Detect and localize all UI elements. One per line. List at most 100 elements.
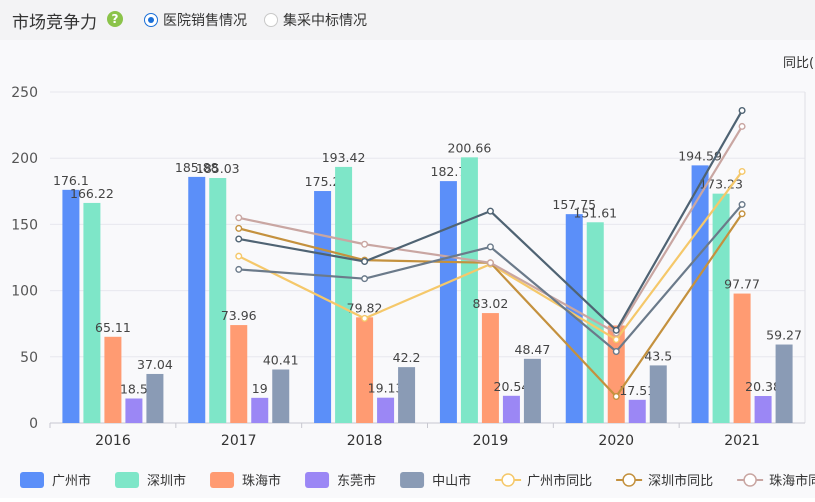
bar bbox=[62, 189, 80, 423]
data-label: 17.51 bbox=[619, 383, 655, 398]
x-tick-label: 2016 bbox=[95, 433, 131, 449]
line-point bbox=[361, 275, 369, 283]
data-label: 43.5 bbox=[644, 348, 672, 363]
bar bbox=[188, 176, 206, 423]
bar bbox=[628, 399, 646, 423]
bar bbox=[356, 317, 374, 423]
x-tick-label: 2020 bbox=[598, 433, 634, 449]
data-label: 19.13 bbox=[368, 381, 404, 396]
bar bbox=[775, 344, 793, 423]
bar bbox=[398, 367, 416, 423]
data-label: 182.7 bbox=[431, 164, 467, 179]
data-label: 193.42 bbox=[322, 150, 366, 165]
right-axis-label: 同比( bbox=[783, 56, 814, 71]
y-tick-label: 50 bbox=[20, 350, 38, 366]
legend-label: 深圳市 bbox=[147, 473, 186, 489]
data-label: 20.38 bbox=[745, 379, 781, 394]
bar bbox=[335, 166, 353, 423]
x-tick-label: 2017 bbox=[221, 433, 257, 449]
line-point bbox=[235, 265, 243, 273]
y-tick-label: 0 bbox=[29, 416, 38, 432]
question-icon[interactable]: ? bbox=[107, 11, 123, 27]
legend-marker bbox=[743, 473, 757, 487]
x-tick-label: 2021 bbox=[724, 433, 760, 449]
data-label: 151.61 bbox=[573, 205, 617, 220]
line-point bbox=[235, 224, 243, 232]
bar bbox=[377, 397, 395, 423]
line-point bbox=[612, 326, 620, 334]
bar bbox=[565, 214, 583, 423]
radio-procurement[interactable]: 集采中标情况 bbox=[264, 10, 367, 30]
line-point bbox=[738, 122, 746, 130]
radio-hospital-sales[interactable]: 医院销售情况 bbox=[144, 10, 247, 30]
legend-marker bbox=[622, 473, 636, 487]
line-point bbox=[738, 210, 746, 218]
legend-swatch bbox=[400, 472, 425, 488]
line-point bbox=[361, 314, 369, 322]
bar bbox=[314, 191, 332, 423]
bar bbox=[460, 157, 478, 423]
bar bbox=[230, 325, 248, 423]
bar bbox=[83, 202, 101, 423]
data-label: 48.47 bbox=[515, 342, 551, 357]
legend-label: 广州市同比 bbox=[527, 473, 592, 489]
line-point bbox=[612, 336, 620, 344]
data-label: 40.41 bbox=[263, 352, 299, 367]
header-bar: 市场竞争力 ? 医院销售情况 集采中标情况 bbox=[0, 0, 815, 40]
radio-label: 集采中标情况 bbox=[283, 13, 367, 29]
bar bbox=[502, 395, 520, 423]
data-label: 59.27 bbox=[766, 328, 802, 343]
line-point bbox=[235, 214, 243, 222]
line-point bbox=[235, 252, 243, 260]
line-point bbox=[738, 201, 746, 209]
line-point bbox=[612, 393, 620, 401]
data-label: 166.22 bbox=[70, 186, 114, 201]
legend-label: 深圳市同比 bbox=[648, 473, 713, 489]
legend-swatch bbox=[210, 472, 235, 488]
chart-area: 0 50 100 150 200 250 同比(2016 2017 2018 2019 2020 20… bbox=[0, 40, 815, 498]
legend-swatch bbox=[115, 472, 140, 488]
data-label: 185.88 bbox=[175, 160, 219, 175]
legend-label: 中山市 bbox=[432, 473, 471, 489]
data-label: 200.66 bbox=[448, 140, 492, 155]
market-chart: 0 50 100 150 200 250 同比(2016 2017 2018 2019 2020 20… bbox=[11, 56, 815, 489]
data-label: 65.11 bbox=[95, 320, 131, 335]
y-tick-label: 150 bbox=[11, 217, 38, 233]
legend-label: 珠海市同比 bbox=[769, 473, 815, 489]
legend-label: 东莞市 bbox=[337, 473, 376, 489]
page-title: 市场竞争力 bbox=[12, 13, 97, 33]
data-label: 42.2 bbox=[393, 350, 421, 365]
data-label: 157.75 bbox=[552, 197, 596, 212]
line-point bbox=[361, 257, 369, 265]
data-label: 79.82 bbox=[347, 300, 383, 315]
line-point bbox=[738, 107, 746, 115]
bar bbox=[754, 396, 772, 423]
legend-label: 珠海市 bbox=[242, 473, 281, 489]
line-point bbox=[486, 207, 494, 215]
y-tick-label: 100 bbox=[11, 284, 38, 300]
data-label: 19 bbox=[252, 381, 268, 396]
data-label: 18.5 bbox=[120, 382, 148, 397]
data-label: 185.03 bbox=[196, 161, 240, 176]
data-label: 194.59 bbox=[678, 148, 722, 163]
radio-label: 医院销售情况 bbox=[163, 13, 247, 29]
bar bbox=[209, 178, 227, 423]
bar bbox=[607, 325, 625, 423]
bar bbox=[481, 313, 499, 423]
data-label: 37.04 bbox=[137, 357, 173, 372]
radio-unchecked-icon bbox=[264, 13, 278, 27]
line-point bbox=[738, 167, 746, 175]
bar bbox=[125, 398, 143, 423]
y-tick-label: 200 bbox=[11, 151, 38, 167]
bar bbox=[733, 293, 751, 423]
bar bbox=[586, 222, 604, 423]
bar bbox=[439, 181, 457, 423]
bar bbox=[691, 165, 709, 423]
line-point bbox=[486, 243, 494, 251]
bar bbox=[104, 336, 122, 423]
data-label: 83.02 bbox=[473, 296, 509, 311]
line-point bbox=[361, 240, 369, 248]
line-point bbox=[486, 259, 494, 267]
legend-swatch bbox=[305, 472, 330, 488]
bar bbox=[146, 373, 164, 423]
